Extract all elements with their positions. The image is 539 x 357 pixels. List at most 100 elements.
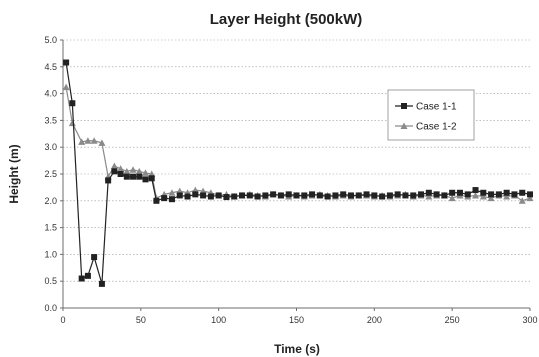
data-point bbox=[142, 176, 149, 183]
x-tick-label: 300 bbox=[522, 315, 537, 325]
data-point bbox=[62, 83, 70, 91]
x-tick-label: 150 bbox=[289, 315, 304, 325]
data-point bbox=[148, 175, 155, 182]
x-tick-label: 50 bbox=[136, 315, 146, 325]
data-point bbox=[527, 191, 533, 198]
data-point bbox=[231, 193, 238, 200]
series-case-1-1 bbox=[63, 59, 533, 287]
legend: Case 1-1 Case 1-2 bbox=[387, 89, 475, 141]
data-point bbox=[123, 167, 131, 175]
data-point bbox=[464, 191, 471, 198]
data-point bbox=[215, 192, 222, 199]
data-point bbox=[277, 192, 284, 199]
x-axis-title: Time (s) bbox=[274, 342, 320, 356]
data-point bbox=[184, 193, 191, 200]
x-tick-label: 0 bbox=[60, 315, 65, 325]
data-point bbox=[355, 192, 362, 199]
data-point bbox=[142, 169, 150, 176]
data-point bbox=[270, 191, 277, 198]
y-tick-label: 1.0 bbox=[44, 249, 57, 259]
data-point bbox=[161, 195, 168, 202]
data-point bbox=[135, 167, 143, 175]
data-point bbox=[309, 191, 316, 198]
data-point bbox=[448, 194, 456, 202]
y-tick-label: 4.5 bbox=[44, 62, 57, 72]
data-point bbox=[63, 59, 70, 66]
data-point bbox=[176, 192, 183, 199]
legend-marker bbox=[400, 122, 408, 129]
data-point bbox=[402, 192, 409, 199]
data-point bbox=[495, 191, 502, 198]
y-tick-label: 2.0 bbox=[44, 196, 57, 206]
data-point bbox=[449, 189, 456, 196]
data-point bbox=[98, 139, 106, 146]
data-point bbox=[480, 189, 487, 196]
data-point bbox=[418, 191, 425, 198]
data-point bbox=[207, 193, 214, 200]
data-point bbox=[456, 189, 463, 196]
data-point bbox=[200, 192, 207, 199]
data-point bbox=[503, 193, 511, 200]
legend-box bbox=[387, 89, 475, 141]
data-point bbox=[472, 187, 479, 194]
data-point bbox=[293, 192, 300, 199]
data-point bbox=[239, 192, 246, 199]
data-point bbox=[363, 191, 370, 198]
data-point bbox=[425, 193, 433, 200]
data-point bbox=[519, 189, 526, 196]
data-point bbox=[90, 137, 98, 144]
y-tick-label: 3.5 bbox=[44, 115, 57, 125]
data-point bbox=[69, 100, 76, 107]
data-point bbox=[472, 191, 480, 199]
data-point bbox=[386, 192, 393, 199]
data-point bbox=[379, 193, 386, 200]
data-point bbox=[123, 173, 130, 180]
legend-marker bbox=[401, 103, 407, 109]
data-point bbox=[153, 197, 160, 204]
data-series bbox=[62, 59, 534, 287]
data-point bbox=[98, 280, 105, 287]
data-point bbox=[394, 191, 401, 198]
data-point bbox=[316, 192, 323, 199]
data-point bbox=[129, 166, 137, 173]
y-tick-label: 1.5 bbox=[44, 223, 57, 233]
y-tick-label: 3.0 bbox=[44, 142, 57, 152]
data-point bbox=[526, 194, 534, 202]
data-point bbox=[84, 272, 91, 279]
y-tick-label: 0.5 bbox=[44, 276, 57, 286]
data-point bbox=[441, 192, 448, 199]
chart-title: Layer Height (500kW) bbox=[210, 11, 363, 28]
data-point bbox=[262, 192, 269, 199]
legend-item: Case 1-1 bbox=[395, 102, 457, 113]
data-point bbox=[410, 192, 417, 199]
data-point bbox=[518, 197, 526, 204]
data-point bbox=[84, 137, 92, 144]
legend-items: Case 1-1 Case 1-2 bbox=[395, 102, 457, 133]
x-tick-label: 250 bbox=[445, 315, 460, 325]
data-point bbox=[110, 162, 118, 169]
y-tick-label: 4.0 bbox=[44, 89, 57, 99]
data-point bbox=[301, 192, 308, 199]
data-point bbox=[347, 192, 354, 199]
data-point bbox=[168, 189, 176, 196]
y-tick-label: 2.5 bbox=[44, 169, 57, 179]
data-point bbox=[371, 192, 378, 199]
legend-label: Case 1-1 bbox=[416, 102, 457, 113]
data-point bbox=[487, 194, 495, 202]
data-point bbox=[136, 173, 143, 180]
legend-label: Case 1-2 bbox=[416, 122, 457, 133]
data-point bbox=[117, 165, 125, 172]
data-point bbox=[324, 193, 331, 200]
data-point bbox=[332, 192, 339, 199]
data-point bbox=[168, 196, 175, 203]
data-point bbox=[254, 193, 261, 200]
data-point bbox=[285, 191, 292, 198]
tick-labels: 0.0 0.5 1.0 1.5 2.0 2.5 3.0 3.5 4.0 4.5 5.0 0 50 100 1… bbox=[44, 35, 537, 325]
y-tick-label: 0.0 bbox=[44, 303, 57, 313]
data-point bbox=[425, 189, 432, 196]
data-point bbox=[105, 177, 112, 184]
data-point bbox=[78, 138, 86, 145]
data-point bbox=[433, 191, 440, 198]
x-tick-label: 100 bbox=[211, 315, 226, 325]
